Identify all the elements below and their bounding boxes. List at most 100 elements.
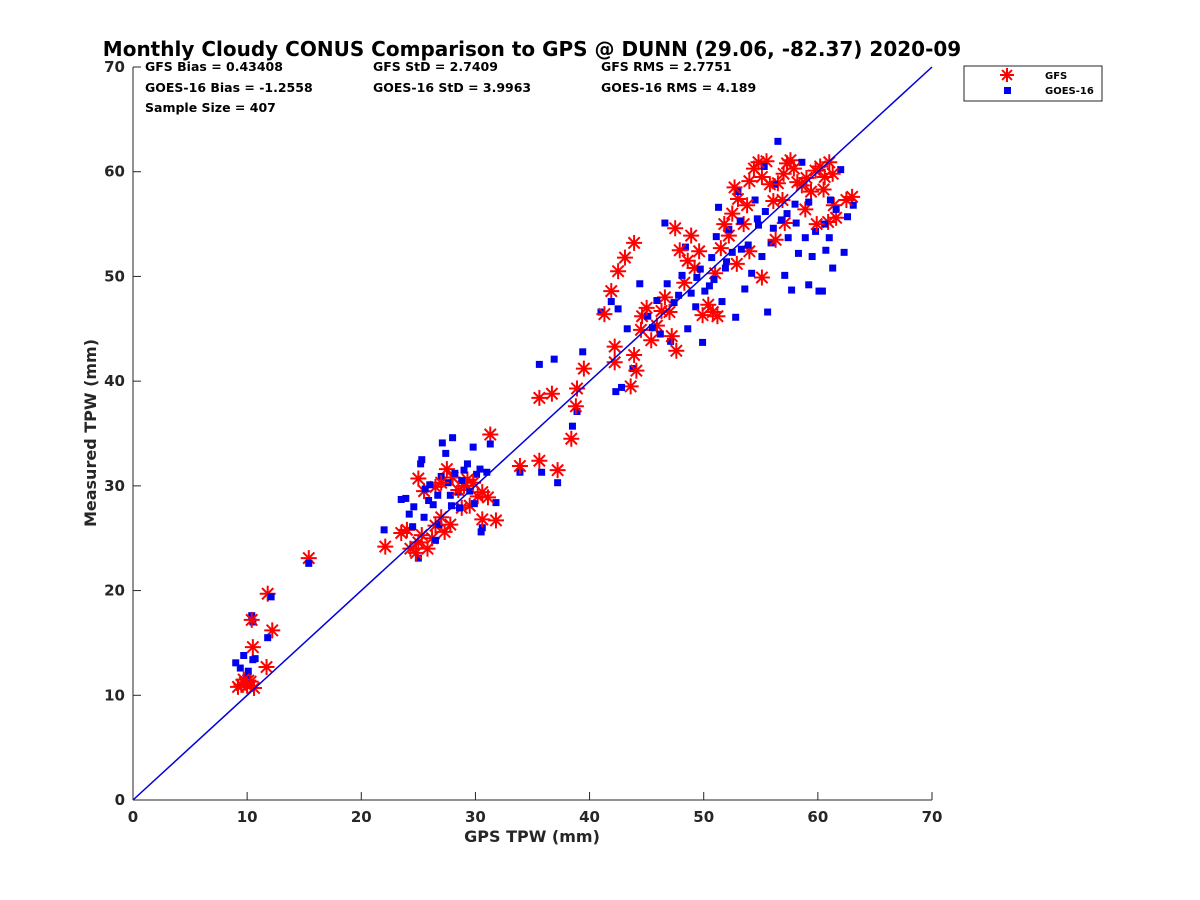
- gfs-point: [668, 342, 685, 359]
- gfs-point: [739, 197, 756, 214]
- goes-16-point: [783, 210, 791, 218]
- goes-16-point: [670, 299, 678, 307]
- goes-16-point: [753, 215, 761, 223]
- goes-16-point: [442, 449, 450, 457]
- gfs-point: [543, 385, 560, 402]
- gfs-point: [750, 154, 767, 171]
- legend-gfs-marker: [1000, 68, 1014, 82]
- goes-16-point: [661, 219, 669, 227]
- goes-16-point: [767, 239, 775, 247]
- goes-16-point: [837, 166, 845, 174]
- goes-16-point: [579, 348, 587, 356]
- goes-16-point: [710, 276, 718, 284]
- goes-bias-text: GOES-16 Bias = -1.2558: [145, 80, 313, 95]
- goes-16-point: [554, 479, 562, 487]
- gfs-point: [482, 426, 499, 443]
- y-tick-label: 20: [104, 582, 125, 600]
- gfs-point: [442, 516, 459, 533]
- goes-16-point: [748, 269, 756, 277]
- gfs-point: [761, 176, 778, 193]
- goes-16-point: [648, 324, 656, 332]
- gfs-point: [479, 489, 496, 506]
- goes-16-point: [760, 162, 768, 170]
- goes-16-point: [251, 655, 259, 663]
- gfs-point: [667, 220, 684, 237]
- goes-16-point: [410, 503, 418, 511]
- goes-16-point: [473, 470, 481, 478]
- gfs-point: [663, 328, 680, 345]
- gfs-point: [616, 249, 633, 266]
- goes-16-point: [696, 265, 704, 273]
- gfs-point: [709, 308, 726, 325]
- goes-16-point: [829, 264, 837, 272]
- goes-16-point: [728, 248, 736, 256]
- x-tick-label: 0: [128, 808, 138, 826]
- goes-16-point: [758, 253, 766, 261]
- x-tick-label: 10: [237, 808, 258, 826]
- goes-16-point: [492, 499, 500, 507]
- y-tick-label: 50: [104, 267, 125, 285]
- goes-16-point: [477, 528, 485, 536]
- goes-16-point: [663, 280, 671, 288]
- gfs-point: [596, 306, 613, 323]
- goes-16-point: [849, 201, 857, 209]
- legend-goes-marker: [1004, 87, 1011, 94]
- gfs-point: [258, 659, 275, 676]
- x-tick-label: 40: [579, 808, 600, 826]
- goes-16-point: [425, 497, 433, 505]
- gfs-point: [683, 227, 700, 244]
- goes-16-point: [791, 200, 799, 208]
- gfs-point: [567, 398, 584, 415]
- goes-16-point: [538, 468, 546, 476]
- gfs-point: [244, 639, 261, 656]
- gfs-point: [728, 255, 745, 272]
- goes-16-point: [426, 481, 434, 489]
- gfs-point: [712, 240, 729, 257]
- goes-16-point: [614, 305, 622, 313]
- goes-16-point: [240, 651, 248, 659]
- goes-16-point: [805, 198, 813, 206]
- goes-16-point: [737, 245, 745, 253]
- gfs-point: [569, 380, 586, 397]
- gfs-point: [610, 263, 627, 280]
- goes-16-point: [792, 219, 800, 227]
- gfs-point: [671, 242, 688, 259]
- gfs-point: [450, 482, 467, 499]
- goes-16-point: [718, 298, 726, 306]
- goes-16-point: [618, 383, 626, 391]
- goes-16-point: [844, 213, 852, 221]
- goes-16-point: [418, 456, 426, 464]
- gfs-bias-text: GFS Bias = 0.43408: [145, 59, 283, 74]
- gfs-point: [474, 511, 491, 528]
- sample-size-text: Sample Size = 407: [145, 100, 276, 115]
- legend-goes-label: GOES-16: [1045, 86, 1094, 97]
- goes-16-point: [755, 221, 763, 229]
- gfs-point: [653, 302, 670, 319]
- gfs-point: [410, 470, 427, 487]
- goes-16-point: [701, 287, 709, 295]
- goes-16-point: [721, 264, 729, 272]
- legend: GFS GOES-16: [963, 65, 1103, 102]
- series-layer: [230, 137, 861, 696]
- goes-16-point: [305, 559, 313, 567]
- goes-16-point: [681, 243, 689, 251]
- y-tick-label: 60: [104, 163, 125, 181]
- one-to-one-line: [132, 66, 933, 801]
- goes-16-point: [808, 253, 816, 261]
- gfs-point: [632, 321, 649, 338]
- gfs-point: [563, 430, 580, 447]
- goes-16-point: [840, 248, 848, 256]
- goes-16-point: [781, 271, 789, 279]
- goes-16-point: [798, 158, 806, 166]
- gfs-point: [549, 462, 566, 479]
- goes-16-point: [458, 477, 466, 485]
- gfs-point: [824, 165, 841, 182]
- goes-16-point: [675, 291, 683, 299]
- gfs-point: [419, 540, 436, 557]
- goes-16-point: [476, 465, 484, 473]
- gfs-point: [815, 181, 832, 198]
- goes-16-point: [267, 593, 275, 601]
- gfs-point: [741, 173, 758, 190]
- goes-16-point: [447, 502, 455, 510]
- goes-16-point: [478, 524, 486, 532]
